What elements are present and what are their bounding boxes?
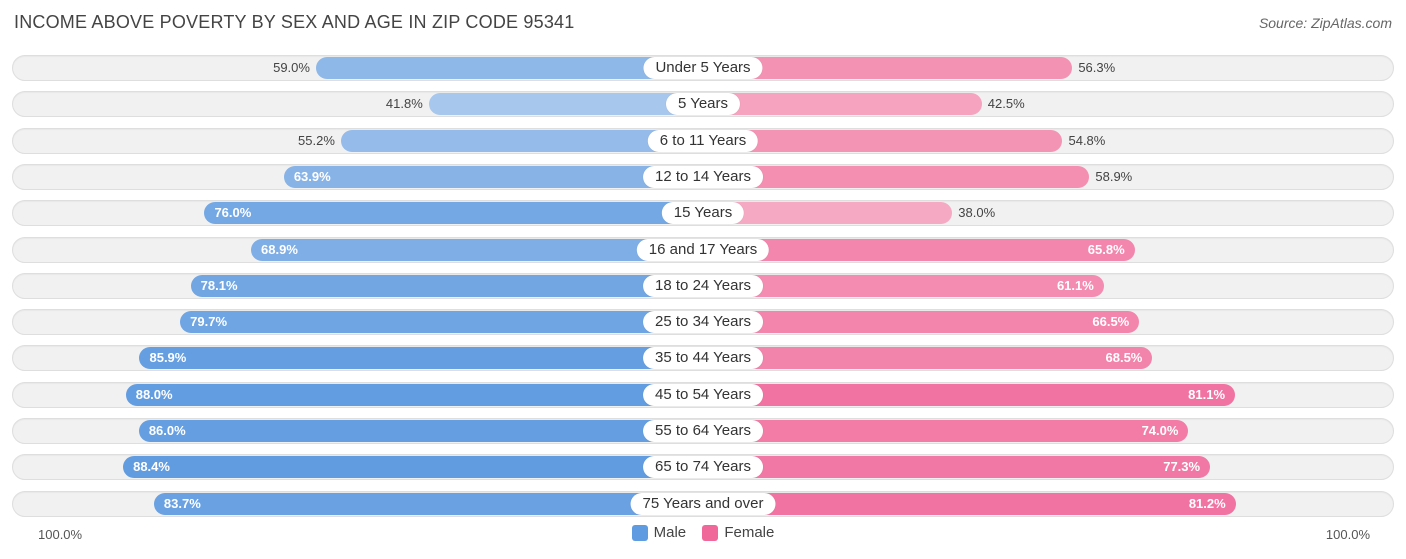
bar-female bbox=[703, 166, 1090, 188]
bar-female bbox=[703, 239, 1135, 261]
value-label-male: 86.0% bbox=[148, 423, 186, 438]
bar-female bbox=[703, 420, 1189, 442]
chart-title: INCOME ABOVE POVERTY BY SEX AND AGE IN Z… bbox=[14, 12, 575, 32]
category-label: 5 Years bbox=[665, 93, 741, 115]
value-label-male: 83.7% bbox=[163, 496, 201, 511]
legend: Male Female bbox=[0, 524, 1406, 545]
bar-female bbox=[703, 57, 1073, 79]
value-label-female: 38.0% bbox=[958, 205, 996, 220]
value-label-male: 76.0% bbox=[214, 205, 252, 220]
value-label-female: 74.0% bbox=[1141, 423, 1179, 438]
category-label: 25 to 34 Years bbox=[643, 311, 763, 333]
chart-row: 76.0% 38.0% 15 Years bbox=[12, 200, 1394, 226]
value-label-male: 55.2% bbox=[298, 133, 335, 148]
chart-row: 41.8% 42.5% 5 Years bbox=[12, 91, 1394, 117]
bar-female bbox=[703, 347, 1153, 369]
legend-label-female: Female bbox=[724, 524, 775, 541]
chart-row: 83.7% 81.2% 75 Years and over bbox=[12, 491, 1394, 517]
chart-source: Source: ZipAtlas.com bbox=[1258, 15, 1392, 31]
bar-female bbox=[703, 275, 1104, 297]
bar-male bbox=[204, 202, 703, 224]
category-label: 6 to 11 Years bbox=[647, 130, 759, 152]
bar-female bbox=[703, 493, 1236, 515]
category-label: 12 to 14 Years bbox=[643, 166, 763, 188]
bar-male bbox=[180, 311, 703, 333]
category-label: 15 Years bbox=[661, 202, 745, 224]
chart-row: 78.1% 61.1% 18 to 24 Years bbox=[12, 273, 1394, 299]
value-label-female: 66.5% bbox=[1092, 314, 1130, 329]
category-label: 55 to 64 Years bbox=[643, 420, 763, 442]
bar-female bbox=[703, 384, 1236, 406]
chart-row: 63.9% 58.9% 12 to 14 Years bbox=[12, 164, 1394, 190]
chart-row: 86.0% 74.0% 55 to 64 Years bbox=[12, 418, 1394, 444]
bar-male bbox=[428, 93, 703, 115]
bar-female bbox=[703, 130, 1063, 152]
bar-male bbox=[283, 166, 703, 188]
bar-female bbox=[703, 311, 1140, 333]
chart-row: 59.0% 56.3% Under 5 Years bbox=[12, 55, 1394, 81]
chart-row: 88.0% 81.1% 45 to 54 Years bbox=[12, 382, 1394, 408]
category-label: 18 to 24 Years bbox=[643, 275, 763, 297]
category-label: 16 and 17 Years bbox=[636, 239, 770, 261]
value-label-female: 77.3% bbox=[1163, 459, 1201, 474]
chart-row: 55.2% 54.8% 6 to 11 Years bbox=[12, 128, 1394, 154]
value-label-male: 59.0% bbox=[273, 60, 310, 75]
chart-row: 88.4% 77.3% 65 to 74 Years bbox=[12, 454, 1394, 480]
legend-swatch-male bbox=[631, 524, 648, 541]
bar-male bbox=[190, 275, 703, 297]
value-label-male: 79.7% bbox=[190, 314, 228, 329]
value-label-male: 41.8% bbox=[385, 96, 423, 111]
category-label: 45 to 54 Years bbox=[643, 384, 763, 406]
chart-row: 85.9% 68.5% 35 to 44 Years bbox=[12, 345, 1394, 371]
value-label-female: 81.2% bbox=[1188, 496, 1226, 511]
category-label: 65 to 74 Years bbox=[643, 456, 763, 478]
bar-male bbox=[251, 239, 703, 261]
bar-male bbox=[340, 130, 703, 152]
value-label-female: 68.5% bbox=[1105, 350, 1143, 365]
bar-male bbox=[139, 347, 703, 369]
bar-male bbox=[153, 493, 703, 515]
category-label: 75 Years and over bbox=[630, 493, 776, 515]
legend-label-male: Male bbox=[653, 524, 687, 541]
bar-male bbox=[123, 456, 703, 478]
value-label-female: 81.1% bbox=[1188, 387, 1226, 402]
bar-female bbox=[703, 202, 953, 224]
value-label-male: 88.4% bbox=[133, 459, 170, 474]
value-label-female: 58.9% bbox=[1095, 169, 1133, 184]
chart-rows: 59.0% 56.3% Under 5 Years 41.8% 42.5% 5 Years… bbox=[0, 50, 1406, 520]
chart-row: 79.7% 66.5% 25 to 34 Years bbox=[12, 309, 1394, 335]
bar-female bbox=[703, 93, 982, 115]
legend-swatch-female bbox=[702, 524, 719, 541]
value-label-male: 85.9% bbox=[149, 350, 187, 365]
value-label-female: 65.8% bbox=[1087, 242, 1125, 257]
category-label: 35 to 44 Years bbox=[643, 347, 763, 369]
value-label-male: 63.9% bbox=[293, 169, 331, 184]
value-label-male: 68.9% bbox=[261, 242, 298, 257]
value-label-male: 88.0% bbox=[135, 387, 173, 402]
value-label-male: 78.1% bbox=[200, 278, 238, 293]
legend-item-female: Female bbox=[702, 524, 774, 541]
value-label-female: 56.3% bbox=[1078, 60, 1116, 75]
bar-male bbox=[125, 384, 703, 406]
bar-male bbox=[315, 57, 703, 79]
category-label: Under 5 Years bbox=[643, 57, 763, 79]
value-label-female: 54.8% bbox=[1068, 133, 1106, 148]
value-label-female: 42.5% bbox=[987, 96, 1025, 111]
bar-male bbox=[138, 420, 703, 442]
axis-right-label: 100.0% bbox=[1325, 527, 1370, 542]
value-label-female: 61.1% bbox=[1056, 278, 1094, 293]
legend-item-male: Male bbox=[631, 524, 687, 541]
axis-left-label: 100.0% bbox=[38, 527, 83, 542]
bar-female bbox=[703, 456, 1211, 478]
chart-row: 68.9% 65.8% 16 and 17 Years bbox=[12, 237, 1394, 263]
